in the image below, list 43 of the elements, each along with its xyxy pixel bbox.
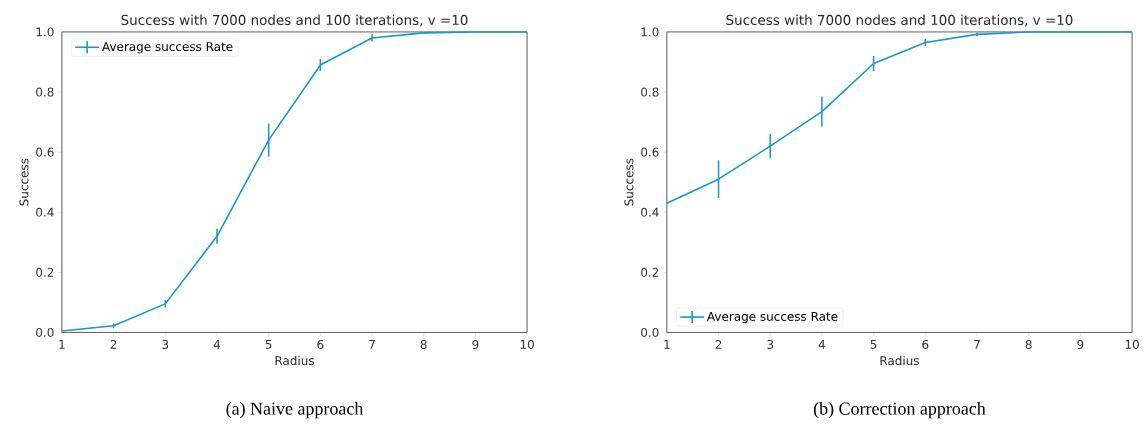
y-tick-label: 0.2: [36, 267, 54, 277]
y-axis-title: Success: [624, 158, 634, 206]
y-tick-label: 0.0: [36, 327, 54, 337]
x-tick-label: 3: [767, 339, 774, 349]
y-tick-label: 0.8: [36, 87, 54, 97]
chart-title: Success with 7000 nodes and 100 iterations, v =10: [121, 14, 468, 27]
y-tick-label: 0.4: [36, 207, 54, 217]
x-tick-label: 3: [162, 339, 169, 349]
x-axis-title: Radius: [275, 355, 315, 366]
x-tick-label: 7: [369, 339, 375, 349]
y-tick-label: 0.6: [641, 147, 659, 157]
x-tick-label: 9: [472, 339, 479, 349]
y-tick-label: 0.2: [641, 267, 659, 277]
x-tick-label: 6: [317, 339, 324, 349]
x-tick-label: 9: [1077, 339, 1084, 349]
x-tick-label: 2: [110, 339, 117, 349]
text: (b) Correction approach: [813, 401, 986, 419]
y-tick-label: 0.4: [641, 207, 659, 217]
line-series: [61, 31, 528, 332]
y-axis-title: Success: [19, 158, 29, 206]
x-tick-label: 7: [974, 339, 980, 349]
y-tick-label: 0.6: [36, 147, 54, 157]
y-tick-label: 1.0: [641, 27, 659, 37]
y-tick-label: 0.8: [641, 87, 659, 97]
x-tick-label: 4: [818, 339, 826, 349]
x-tick-label: 4: [213, 339, 221, 349]
text: (a) Naive approach: [226, 401, 364, 419]
y-tick-label: 1.0: [36, 27, 54, 37]
x-tick-label: 8: [1025, 339, 1032, 349]
y-tick-label: 0.0: [641, 327, 659, 337]
x-tick-label: 10: [520, 339, 534, 349]
chart-title: Success with 7000 nodes and 100 iterations, v =10: [726, 14, 1073, 27]
x-tick-label: 8: [420, 339, 427, 349]
x-tick-label: 5: [265, 339, 272, 349]
x-tick-label: 6: [922, 339, 929, 349]
x-tick-label: 1: [59, 339, 65, 349]
x-axis-title: Radius: [880, 355, 919, 366]
x-tick-label: 2: [715, 339, 722, 349]
x-tick-label: 5: [870, 339, 877, 349]
legend-label: Average success Rate: [102, 42, 233, 54]
legend-label: Average success Rate: [707, 311, 838, 324]
x-tick-label: 1: [664, 339, 670, 349]
x-tick-label: 10: [1125, 339, 1139, 349]
